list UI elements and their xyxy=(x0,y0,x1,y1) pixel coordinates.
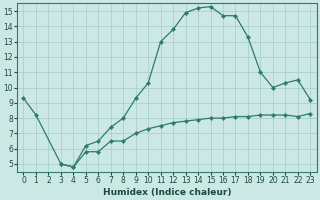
X-axis label: Humidex (Indice chaleur): Humidex (Indice chaleur) xyxy=(103,188,231,197)
